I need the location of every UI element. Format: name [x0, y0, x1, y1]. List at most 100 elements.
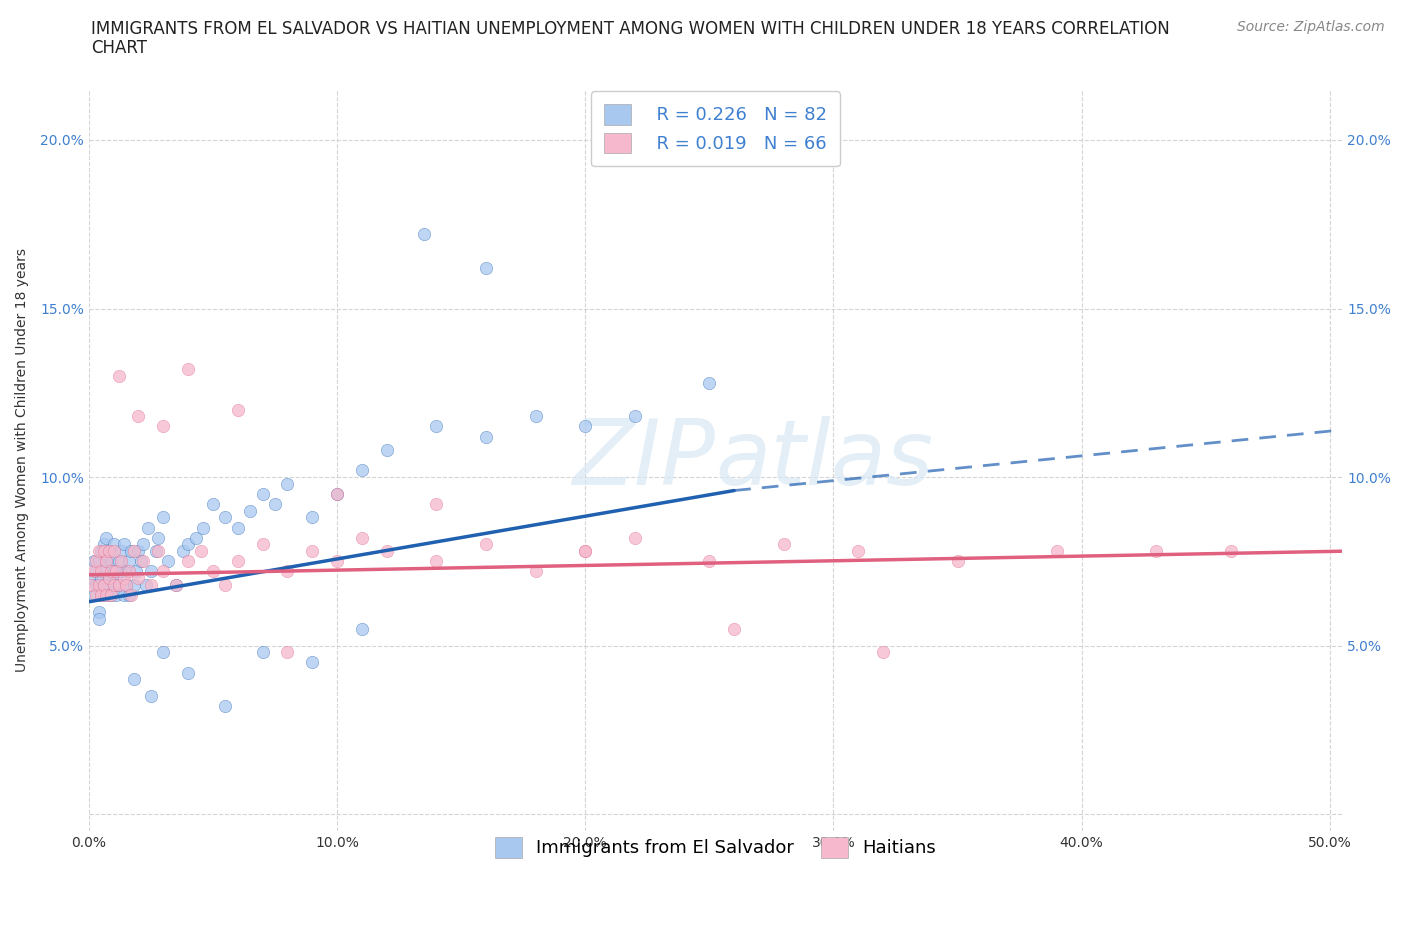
Point — [93, 578, 115, 592]
Point — [127, 571, 149, 586]
Point — [93, 544, 115, 559]
Point — [93, 537, 115, 551]
Point — [132, 537, 155, 551]
Point — [425, 554, 447, 569]
Point — [90, 571, 112, 586]
Point — [152, 510, 174, 525]
Text: atlas: atlas — [716, 417, 934, 504]
Point — [301, 544, 323, 559]
Point — [87, 554, 110, 569]
Point — [84, 578, 107, 592]
Point — [139, 689, 162, 704]
Point — [107, 578, 129, 592]
Point — [117, 564, 139, 578]
Point — [191, 520, 214, 535]
Point — [301, 655, 323, 670]
Point — [165, 578, 187, 592]
Point — [100, 588, 122, 603]
Point — [425, 419, 447, 434]
Point — [214, 698, 236, 713]
Point — [326, 554, 349, 569]
Point — [96, 554, 118, 569]
Point — [96, 588, 118, 603]
Point — [872, 644, 894, 659]
Point — [83, 564, 105, 578]
Point — [112, 537, 135, 551]
Point — [117, 554, 139, 569]
Point — [524, 564, 547, 578]
Point — [226, 402, 249, 417]
Point — [524, 409, 547, 424]
Point — [276, 644, 298, 659]
Point — [105, 588, 128, 603]
Point — [226, 554, 249, 569]
Point — [93, 564, 115, 578]
Point — [177, 537, 200, 551]
Point — [83, 554, 105, 569]
Point — [375, 544, 398, 559]
Point — [80, 578, 103, 592]
Point — [846, 544, 869, 559]
Point — [139, 564, 162, 578]
Point — [326, 486, 349, 501]
Point — [122, 671, 145, 686]
Point — [97, 544, 120, 559]
Point — [252, 537, 274, 551]
Text: Source: ZipAtlas.com: Source: ZipAtlas.com — [1237, 20, 1385, 34]
Point — [145, 544, 167, 559]
Point — [350, 621, 373, 636]
Point — [946, 554, 969, 569]
Point — [475, 260, 498, 275]
Point — [772, 537, 794, 551]
Point — [115, 578, 138, 592]
Point — [110, 554, 132, 569]
Point — [90, 544, 112, 559]
Point — [699, 375, 721, 390]
Point — [1219, 544, 1241, 559]
Point — [214, 510, 236, 525]
Point — [624, 409, 647, 424]
Point — [723, 621, 745, 636]
Point — [90, 564, 112, 578]
Point — [83, 588, 105, 603]
Point — [475, 429, 498, 444]
Point — [152, 644, 174, 659]
Point — [148, 530, 170, 545]
Point — [115, 564, 138, 578]
Point — [97, 578, 120, 592]
Point — [252, 644, 274, 659]
Point — [87, 578, 110, 592]
Point — [252, 486, 274, 501]
Point — [184, 530, 207, 545]
Point — [165, 578, 187, 592]
Point — [129, 554, 152, 569]
Point — [84, 564, 107, 578]
Point — [105, 571, 128, 586]
Point — [127, 409, 149, 424]
Legend: Immigrants from El Salvador, Haitians: Immigrants from El Salvador, Haitians — [482, 824, 949, 870]
Point — [103, 564, 125, 578]
Point — [103, 544, 125, 559]
Point — [138, 520, 160, 535]
Point — [117, 588, 139, 603]
Point — [264, 497, 287, 512]
Point — [301, 510, 323, 525]
Point — [107, 368, 129, 383]
Point — [103, 578, 125, 592]
Point — [326, 486, 349, 501]
Point — [115, 578, 138, 592]
Text: ZIP: ZIP — [572, 417, 716, 504]
Text: CHART: CHART — [91, 39, 148, 57]
Point — [148, 544, 170, 559]
Point — [214, 578, 236, 592]
Point — [276, 476, 298, 491]
Point — [157, 554, 180, 569]
Point — [112, 588, 135, 603]
Point — [239, 503, 262, 518]
Point — [190, 544, 212, 559]
Point — [93, 578, 115, 592]
Point — [475, 537, 498, 551]
Point — [375, 443, 398, 458]
Point — [127, 544, 149, 559]
Point — [574, 544, 596, 559]
